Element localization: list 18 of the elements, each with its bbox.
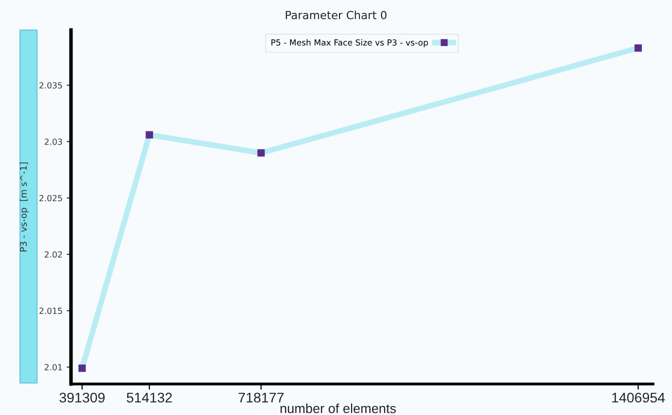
point [257, 149, 265, 157]
x-tick-label: 718177 [238, 392, 284, 403]
legend-label: P5 - Mesh Max Face Size vs P3 - vs-op [271, 39, 428, 48]
y-tick-label: 2.025 [39, 194, 62, 202]
y-tick-label: 2.03 [44, 138, 62, 145]
y-axis-title: P3 - vs-op [m s^-1] [20, 162, 28, 252]
point [146, 131, 154, 139]
y-tick-label: 2.01 [44, 364, 62, 370]
point [634, 44, 642, 52]
x-axis-title: number of elements [280, 403, 396, 414]
y-tick-label: 2.02 [44, 251, 62, 258]
x-tick-label: 1406954 [612, 392, 665, 403]
y-tick-label: 2.015 [39, 308, 62, 314]
x-tick-label: 514132 [126, 392, 172, 403]
chart-title: Parameter Chart 0 [286, 10, 386, 20]
x-tick-label: 391309 [59, 392, 105, 403]
y-tick-label: 2.035 [39, 82, 62, 89]
point [78, 364, 86, 372]
